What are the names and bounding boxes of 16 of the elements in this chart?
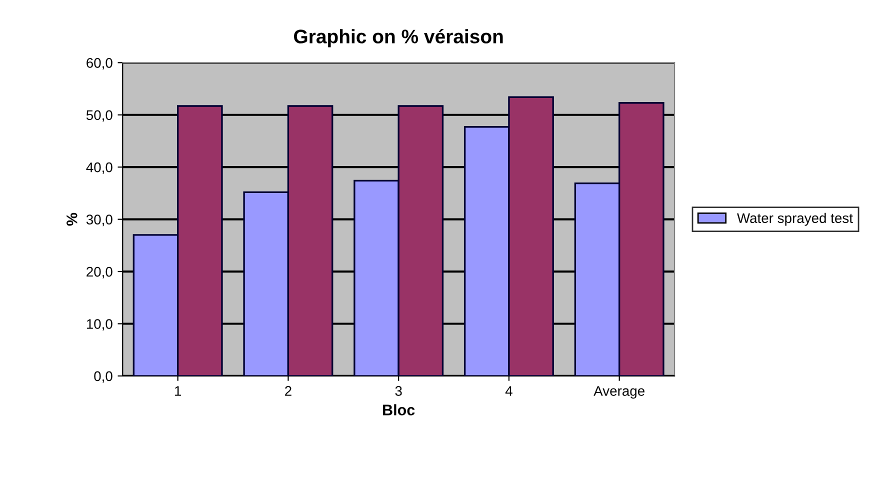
y-tick-label: 30,0 (86, 214, 112, 226)
x-tick-label: 3 (395, 386, 402, 396)
y-tick-label: 10,0 (86, 319, 112, 331)
x-tick-label: Average (594, 386, 644, 399)
y-tick-label: 20,0 (86, 266, 112, 278)
legend-label: Water sprayed test (737, 212, 853, 226)
chart-title: Graphic on % véraison (294, 28, 503, 48)
y-tick-label: 0,0 (94, 371, 112, 383)
y-axis-title: % (66, 212, 78, 226)
x-tick-label: 1 (175, 386, 182, 396)
y-tick-label: 40,0 (86, 162, 112, 174)
y-tick-label: 50,0 (86, 110, 112, 122)
x-tick-label: 4 (505, 386, 512, 396)
y-tick-label: 60,0 (86, 58, 112, 70)
x-tick-label: 2 (285, 386, 292, 396)
x-axis-title: Bloc (383, 404, 415, 416)
